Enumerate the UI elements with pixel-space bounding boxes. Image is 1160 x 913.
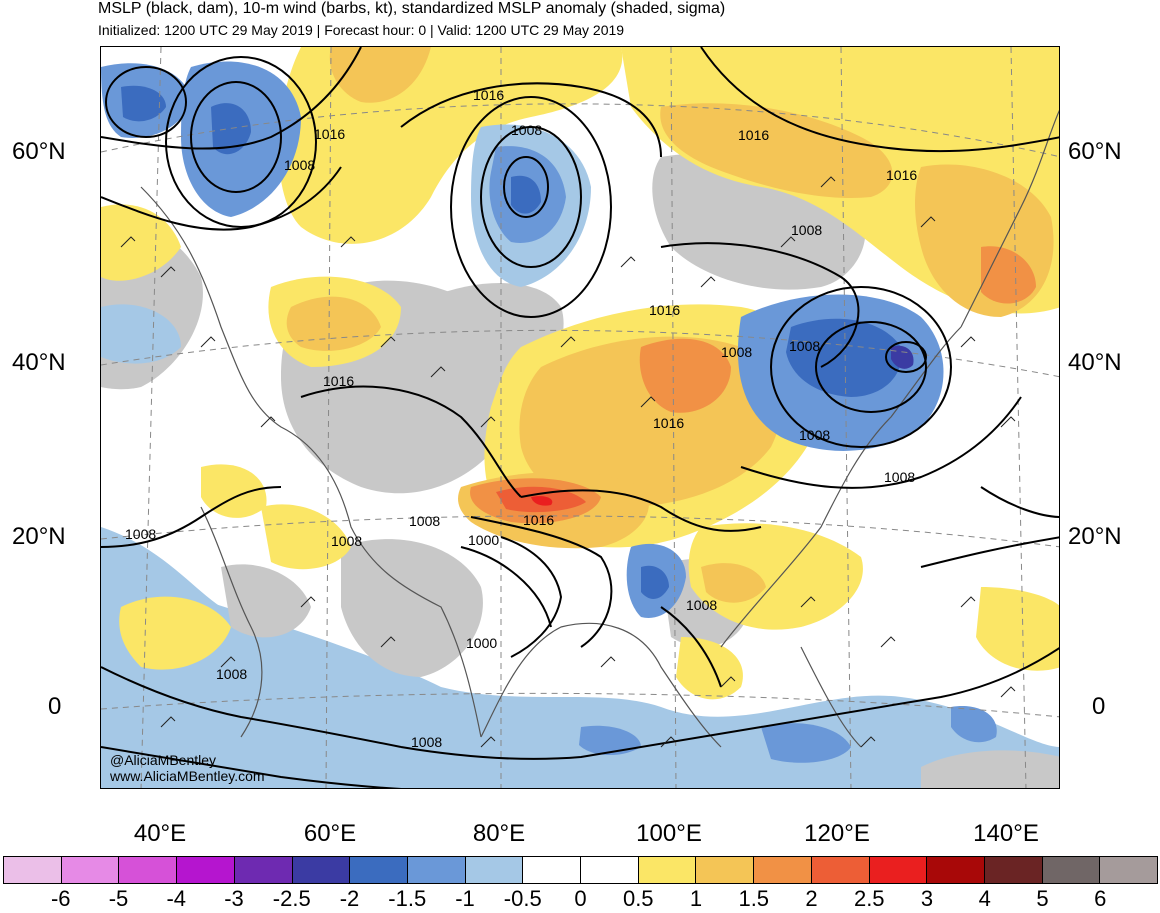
lat-label-right: 40°N [1068, 349, 1122, 376]
colorbar-swatch [1100, 857, 1158, 883]
colorbar-tick-label: -1 [455, 886, 475, 911]
contour-label: 1008 [216, 666, 247, 682]
colorbar-swatch [4, 857, 62, 883]
colorbar-swatch [927, 857, 985, 883]
lat-label-left: 60°N [12, 138, 66, 165]
lon-label: 120°E [804, 820, 870, 847]
lon-label: 80°E [472, 820, 526, 847]
colorbar-tick-label: -2.5 [272, 886, 311, 911]
contour-label: 1008 [331, 533, 362, 549]
credit-handle: @AliciaMBentley [110, 752, 217, 768]
contour-label: 1008 [791, 222, 822, 238]
colorbar-tick-label: 3 [920, 886, 934, 911]
contour-label: 1016 [738, 127, 769, 143]
contour-label: 1008 [884, 469, 915, 485]
colorbar-tick-label: -0.5 [503, 886, 542, 911]
contour-label: 1016 [523, 512, 554, 528]
colorbar-swatch [696, 857, 755, 883]
colorbar-swatch [523, 857, 582, 883]
colorbar [3, 856, 1158, 884]
contour-label: 1008 [721, 344, 752, 360]
colorbar-swatch [61, 857, 120, 883]
colorbar-tick-label: -3 [224, 886, 244, 911]
colorbar-swatch [234, 857, 293, 883]
contour-label: 1016 [314, 126, 345, 142]
contour-label: 1008 [686, 597, 717, 613]
colorbar-swatch [984, 857, 1043, 883]
contour-label: 1016 [323, 373, 354, 389]
colorbar-tick-label: 0.5 [622, 886, 654, 911]
contour-label: 1008 [511, 122, 542, 138]
contour-label: 1008 [284, 157, 315, 173]
colorbar-swatch [350, 857, 408, 883]
lon-label: 100°E [636, 820, 702, 847]
colorbar-tick-label: 5 [1036, 886, 1049, 911]
colorbar-swatch [1042, 857, 1101, 883]
contour-label: 1016 [473, 87, 504, 103]
colorbar-swatch [465, 857, 524, 883]
contour-label: 1000 [468, 532, 499, 548]
colorbar-swatch [292, 857, 351, 883]
colorbar-swatch [581, 857, 639, 883]
map-canvas: 1016 1008 1016 1008 1016 1008 1016 1008 … [101, 47, 1059, 788]
map-title: MSLP (black, dam), 10-m wind (barbs, kt)… [98, 0, 726, 17]
map-subtitle: Initialized: 1200 UTC 29 May 2019 | Fore… [98, 22, 625, 38]
lon-label: 60°E [303, 820, 357, 847]
colorbar-tick-label: 1 [689, 886, 703, 911]
contour-label: 1000 [466, 635, 497, 651]
colorbar-tick-label: 4 [978, 886, 991, 911]
colorbar-tick-label: 1.5 [738, 886, 770, 911]
colorbar-swatch [177, 857, 235, 883]
contour-label: 1008 [125, 526, 156, 542]
colorbar-tick-label: -1.5 [388, 886, 427, 911]
colorbar-tick-label: -2 [339, 886, 360, 911]
colorbar-tick-label: 2.5 [853, 886, 885, 911]
contour-label: 1016 [649, 302, 680, 318]
colorbar-swatch [119, 857, 178, 883]
lat-label-right: 20°N [1068, 523, 1122, 550]
credit-url: www.AliciaMBentley.com [110, 768, 265, 784]
lon-label: 140°E [973, 820, 1039, 847]
colorbar-swatch [638, 857, 697, 883]
contour-label: 1008 [799, 427, 830, 443]
colorbar-swatch [869, 857, 928, 883]
colorbar-swatch [754, 857, 812, 883]
colorbar-tick-label: -6 [50, 886, 71, 911]
colorbar-swatch [811, 857, 870, 883]
lat-label-left: 0 [48, 693, 62, 720]
colorbar-tick-label: -5 [108, 886, 129, 911]
colorbar-tick-label: 2 [805, 886, 818, 911]
lat-label-right: 0 [1092, 693, 1106, 720]
colorbar-tick-label: 6 [1094, 886, 1107, 911]
lon-label: 40°E [133, 820, 187, 847]
lat-label-left: 40°N [12, 349, 66, 376]
lat-label-right: 60°N [1068, 138, 1122, 165]
lat-label-left: 20°N [12, 523, 66, 550]
colorbar-tick-label: -4 [166, 886, 187, 911]
contour-label: 1008 [789, 338, 820, 354]
contour-label: 1016 [886, 167, 917, 183]
colorbar-swatch [407, 857, 466, 883]
contour-label: 1008 [409, 513, 440, 529]
colorbar-tick-label: 0 [574, 886, 587, 911]
contour-label: 1016 [653, 415, 684, 431]
contour-label: 1008 [411, 734, 442, 750]
map-panel: 1016 1008 1016 1008 1016 1008 1016 1008 … [100, 46, 1060, 789]
